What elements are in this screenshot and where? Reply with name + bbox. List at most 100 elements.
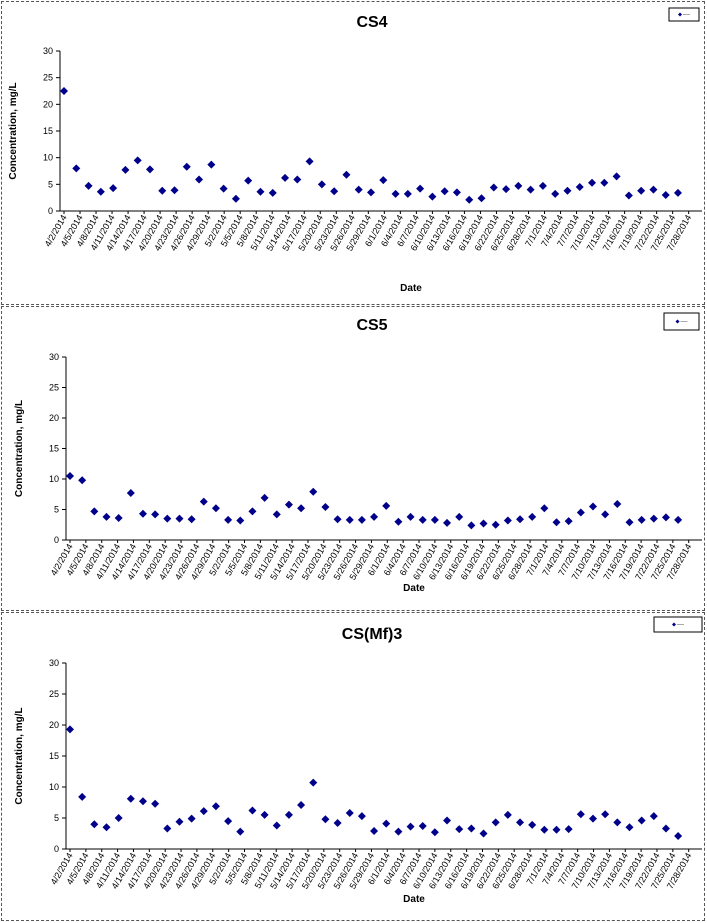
- data-point: [211, 504, 220, 513]
- data-point: [516, 818, 525, 827]
- data-point: [114, 814, 123, 822]
- data-point: [661, 513, 670, 522]
- data-point: [673, 188, 682, 197]
- y-axis-label: Concentration, mg/L: [14, 707, 25, 804]
- y-tick-label: 0: [54, 844, 59, 854]
- y-tick-label: 15: [43, 126, 53, 136]
- data-point: [430, 828, 439, 837]
- data-point: [236, 516, 245, 525]
- data-point: [309, 778, 318, 787]
- legend: [663, 312, 700, 331]
- y-tick-label: 25: [43, 73, 53, 83]
- data-point: [195, 175, 204, 184]
- data-point: [575, 183, 584, 191]
- data-point: [138, 797, 147, 806]
- y-tick-label: 0: [48, 206, 53, 216]
- data-point: [382, 819, 391, 828]
- data-point: [613, 818, 622, 827]
- data-point: [90, 507, 99, 516]
- data-point: [552, 825, 561, 834]
- data-point: [514, 181, 523, 190]
- data-point: [357, 515, 366, 524]
- data-point: [418, 822, 427, 831]
- y-tick-label: 10: [43, 153, 53, 163]
- data-point: [576, 810, 585, 819]
- x-axis-label: Date: [403, 894, 425, 905]
- chart-panel-cs4: CS4 0 5 10 15 20 25 30 Concentration, mg/L 4/2/20…: [1, 1, 705, 305]
- data-point: [260, 810, 269, 819]
- data-point: [674, 831, 683, 840]
- data-point: [145, 165, 154, 174]
- data-point: [612, 172, 621, 181]
- data-point: [430, 515, 439, 524]
- data-point: [465, 195, 474, 204]
- data-point: [321, 503, 330, 512]
- data-point: [114, 514, 123, 523]
- data-point: [90, 820, 99, 829]
- y-axis-label: Concentration, mg/L: [8, 82, 19, 179]
- data-point: [491, 520, 500, 529]
- data-point: [455, 512, 464, 521]
- data-point: [661, 191, 670, 199]
- data-point: [674, 515, 683, 524]
- data-point: [649, 185, 658, 194]
- y-tick-label: 30: [49, 658, 59, 668]
- x-axis-label: Date: [403, 583, 425, 594]
- data-point: [467, 824, 476, 833]
- data-point: [231, 194, 240, 203]
- y-tick-label: 25: [49, 689, 59, 699]
- data-point: [551, 189, 560, 198]
- data-point: [366, 188, 375, 197]
- data-point: [211, 802, 220, 811]
- data-point: [219, 184, 228, 193]
- y-tick-label: 20: [49, 720, 59, 730]
- data-point: [528, 512, 537, 521]
- y-tick-label: 0: [54, 535, 59, 545]
- data-point: [96, 187, 105, 196]
- data-point: [199, 497, 208, 506]
- data-point: [379, 176, 388, 185]
- data-point: [601, 510, 610, 519]
- data-point: [649, 812, 658, 821]
- data-point: [84, 181, 93, 190]
- data-point: [564, 825, 573, 834]
- data-point: [284, 500, 293, 509]
- data-point: [224, 515, 233, 524]
- data-point: [637, 515, 646, 524]
- data-point: [102, 512, 111, 521]
- data-point: [479, 829, 488, 838]
- y-tick-label: 10: [49, 782, 59, 792]
- y-tick-label: 30: [43, 46, 53, 56]
- data-point: [552, 518, 561, 527]
- data-point: [297, 800, 306, 809]
- data-point: [248, 507, 257, 516]
- data-point: [158, 186, 167, 195]
- legend-marker: [678, 12, 682, 17]
- data-point: [467, 521, 476, 530]
- data-point: [491, 818, 500, 827]
- data-point: [661, 824, 670, 833]
- data-point: [321, 815, 330, 824]
- data-point: [452, 188, 461, 197]
- data-point: [78, 792, 87, 801]
- legend: [653, 616, 703, 633]
- data-point: [272, 821, 281, 830]
- data-point: [528, 820, 537, 829]
- data-point: [443, 518, 452, 527]
- data-point: [293, 175, 302, 184]
- data-point: [345, 809, 354, 818]
- data-point: [357, 812, 366, 821]
- data-point: [126, 794, 135, 803]
- data-point: [624, 191, 633, 200]
- y-tick-label: 5: [54, 505, 59, 515]
- legend-marker: [675, 319, 680, 324]
- data-point: [309, 487, 318, 496]
- data-point: [526, 185, 535, 194]
- data-point: [394, 517, 403, 526]
- data-point: [406, 822, 415, 831]
- data-point: [330, 187, 339, 196]
- data-point: [540, 504, 549, 513]
- data-point: [382, 501, 391, 510]
- data-point: [540, 825, 549, 834]
- y-tick-label: 15: [49, 751, 59, 761]
